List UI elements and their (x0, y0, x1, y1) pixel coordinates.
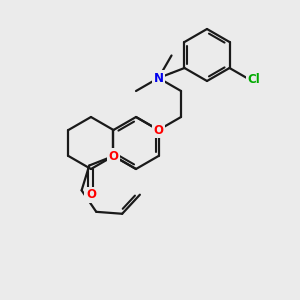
Text: N: N (154, 71, 164, 85)
Text: O: O (154, 124, 164, 136)
Text: Cl: Cl (248, 73, 260, 86)
Text: O: O (109, 149, 118, 163)
Text: O: O (86, 188, 96, 202)
